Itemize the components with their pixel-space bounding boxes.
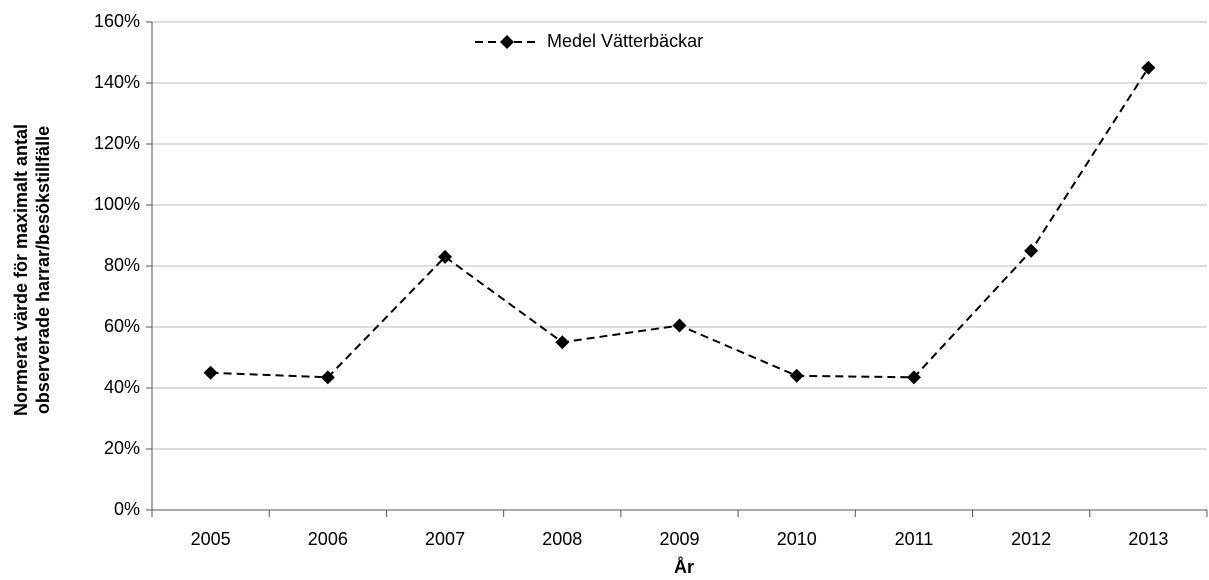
legend-marker <box>500 35 514 49</box>
point-marker <box>906 370 921 385</box>
point-marker <box>789 368 804 383</box>
point-marker <box>555 335 570 350</box>
point-marker <box>203 365 218 380</box>
x-tick-label: 2012 <box>1011 529 1051 549</box>
x-tick-label: 2007 <box>425 529 465 549</box>
y-tick-label: 140% <box>94 72 140 92</box>
x-tick-label: 2011 <box>895 529 934 549</box>
point-marker <box>1141 60 1156 75</box>
x-tick-label: 2013 <box>1128 529 1168 549</box>
point-marker <box>672 318 687 333</box>
y-tick-label: 40% <box>104 377 140 397</box>
y-tick-label: 120% <box>94 133 140 153</box>
y-tick-label: 60% <box>104 316 140 336</box>
y-axis-label: Normerat värde för maximalt antal <box>11 124 31 416</box>
x-tick-label: 2008 <box>542 529 582 549</box>
x-tick-label: 2010 <box>777 529 817 549</box>
x-tick-label: 2009 <box>659 529 699 549</box>
y-tick-label: 80% <box>104 255 140 275</box>
point-marker <box>320 370 335 385</box>
legend-label: Medel Vätterbäckar <box>547 31 703 51</box>
y-axis-label: observerade harrar/besökstillfälle <box>33 126 53 414</box>
y-tick-label: 20% <box>104 438 140 458</box>
y-tick-label: 100% <box>94 194 140 214</box>
y-tick-label: 0% <box>114 499 140 519</box>
point-marker <box>438 249 453 264</box>
point-marker <box>1024 243 1039 258</box>
x-axis-label: År <box>674 557 694 577</box>
x-tick-label: 2005 <box>191 529 231 549</box>
y-tick-label: 160% <box>94 11 140 31</box>
x-tick-label: 2006 <box>308 529 348 549</box>
